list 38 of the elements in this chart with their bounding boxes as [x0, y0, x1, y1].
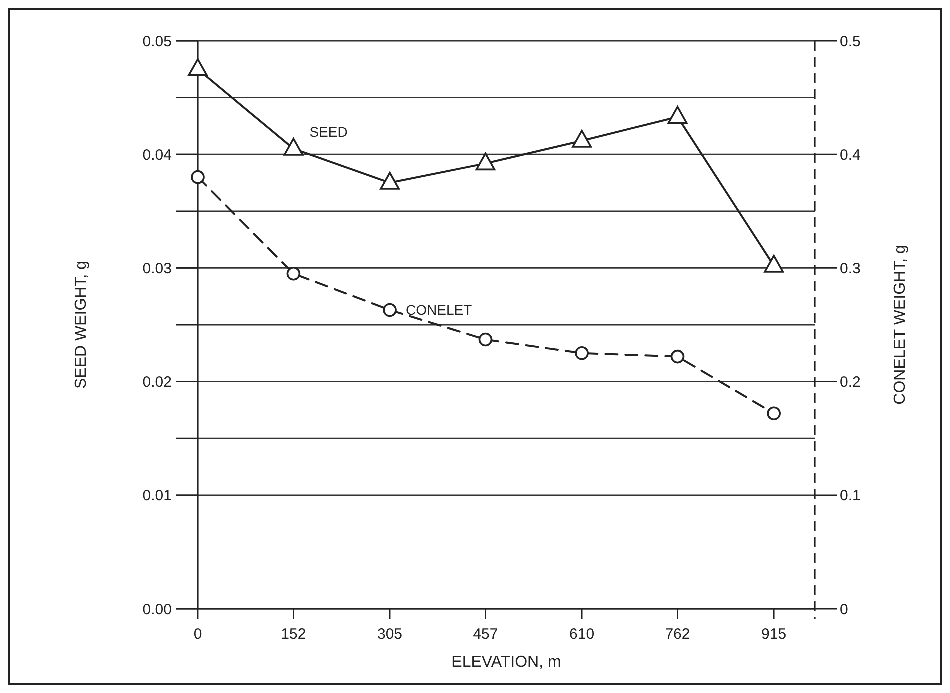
point [572, 130, 592, 148]
y2-tick-label: 0.3 [840, 260, 861, 278]
y2-tick-label: 0.4 [840, 146, 861, 164]
series-label: CONELET [406, 302, 473, 318]
point [191, 170, 205, 184]
y-tick-label: 0.03 [142, 260, 172, 278]
x-axis-title: ELEVATION, m [452, 654, 562, 671]
x-tick-label: 762 [665, 626, 690, 643]
x-tick-label: 457 [473, 626, 498, 643]
point [188, 58, 208, 76]
y-tick-label: 0.01 [142, 488, 172, 505]
point [670, 350, 685, 364]
x-tick-label: 152 [281, 626, 306, 643]
x-tick-label: 610 [570, 626, 595, 643]
point [767, 406, 781, 421]
y2-tick-label: 0.2 [840, 374, 861, 392]
point [668, 106, 688, 124]
y2-tick-label: 0 [840, 601, 848, 618]
y-tick-label: 0.02 [142, 374, 172, 392]
y2-axis-title: CONELET WEIGHT, g [892, 245, 909, 405]
series-label: SEED [310, 124, 348, 140]
point [380, 172, 400, 190]
point [575, 346, 589, 360]
y-tick-label: 0.00 [142, 601, 172, 618]
x-tick-label: 915 [762, 626, 787, 643]
x-tick-label: 305 [378, 626, 403, 643]
point [764, 255, 784, 273]
point [476, 152, 496, 171]
point [286, 266, 301, 281]
x-tick-label: 0 [194, 626, 202, 643]
point [478, 332, 493, 347]
y-tick-label: 0.05 [142, 33, 172, 50]
point [383, 303, 397, 318]
y2-tick-label: 0.5 [840, 33, 861, 50]
y-axis-title: SEED WEIGHT, g [73, 260, 90, 390]
y-tick-label: 0.04 [142, 146, 172, 164]
point [284, 138, 304, 156]
y2-tick-label: 0.1 [840, 488, 861, 505]
